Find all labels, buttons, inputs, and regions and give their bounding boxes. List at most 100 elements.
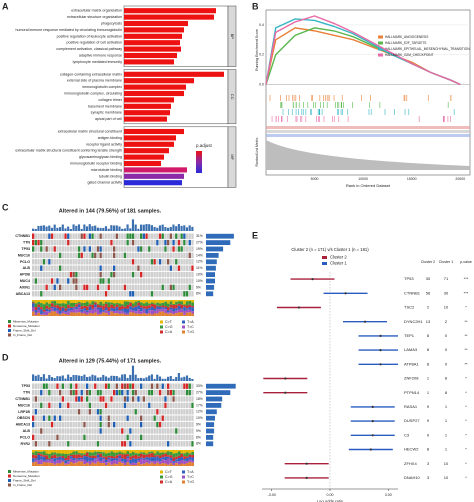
onco-cell — [121, 389, 124, 396]
spectrum-seg — [42, 455, 46, 457]
onco-cell — [167, 284, 170, 291]
onco-cell — [172, 415, 175, 421]
spectrum-swatch — [160, 325, 163, 329]
bar — [124, 84, 186, 90]
onco-cell — [86, 284, 89, 291]
onco-cell — [107, 271, 110, 278]
spectrum-seg — [126, 304, 130, 309]
spectrum-seg — [99, 305, 103, 308]
onco-cell — [91, 383, 94, 389]
spectrum-seg — [164, 456, 167, 461]
onco-cell — [77, 246, 81, 252]
tmb-bar — [123, 228, 126, 231]
onco-cell — [56, 409, 59, 415]
onco-cell — [129, 278, 132, 284]
spectrum-seg — [123, 306, 127, 309]
onco-cell — [140, 389, 143, 396]
onco-cell — [80, 278, 83, 284]
x-tick-label: 3.00 — [385, 493, 392, 497]
spectrum-seg — [185, 452, 189, 457]
onco-cell — [113, 265, 116, 271]
onco-cell — [185, 278, 189, 284]
onco-cell — [72, 252, 75, 259]
spectrum-seg — [72, 450, 76, 452]
onco-cell — [56, 389, 59, 396]
spectrum-seg — [40, 309, 43, 315]
spectrum-seg — [113, 452, 116, 457]
onco-cell — [153, 246, 156, 252]
onco-cell — [172, 233, 175, 239]
spectrum-seg — [169, 301, 173, 305]
onco-cell — [110, 434, 113, 441]
spectrum-seg — [180, 300, 184, 302]
onco-cell — [134, 383, 137, 389]
onco-cell — [80, 271, 83, 278]
tmb-bar — [140, 377, 143, 381]
spectrum-seg — [48, 453, 51, 459]
onco-cell — [148, 246, 151, 252]
onco-cell — [161, 428, 164, 434]
gene-label: ABCA13 — [16, 423, 30, 427]
onco-cell — [142, 239, 145, 246]
onco-cell — [67, 409, 70, 415]
onco-cell — [156, 389, 159, 396]
onco-cell — [137, 271, 140, 278]
onco-cell — [64, 409, 67, 415]
onco-cell — [142, 265, 145, 271]
spectrum-seg — [104, 459, 108, 463]
onco-cell — [161, 396, 164, 402]
onco-cell — [121, 278, 124, 284]
tmb-bar — [107, 228, 110, 231]
spectrum-seg — [185, 300, 189, 302]
onco-cell — [88, 396, 91, 402]
cluster1-count: 10 — [444, 305, 449, 310]
onco-cell — [45, 441, 48, 447]
spectrum-seg — [53, 461, 57, 465]
onco-cell — [175, 239, 178, 246]
spectrum-seg — [158, 461, 162, 465]
spectrum-seg — [37, 464, 41, 466]
tmb-bar — [183, 225, 186, 231]
onco-cell — [64, 389, 67, 396]
onco-cell — [34, 233, 37, 239]
onco-cell — [64, 415, 67, 421]
onco-cell — [161, 434, 164, 441]
point — [305, 476, 308, 479]
onco-cell — [99, 383, 102, 389]
onco-cell — [123, 383, 127, 389]
spectrum-seg — [172, 304, 176, 305]
onco-cell — [42, 233, 46, 239]
spectrum-seg — [107, 300, 111, 303]
spectrum-seg — [69, 310, 73, 313]
onco-cell — [80, 252, 83, 259]
onco-cell — [37, 259, 40, 265]
spectrum-seg — [153, 460, 157, 464]
spectrum-seg — [172, 311, 176, 315]
spectrum-seg — [99, 301, 103, 306]
onco-cell — [175, 409, 178, 415]
plot-frame — [265, 9, 471, 176]
spectrum-seg — [80, 455, 84, 458]
onco-cell — [107, 252, 110, 259]
spectrum-seg — [126, 300, 130, 302]
onco-cell — [153, 271, 156, 278]
column-header: Cluster 1 — [439, 260, 453, 264]
legend-swatch — [322, 256, 327, 259]
spectrum-seg — [42, 314, 46, 316]
onco-cell — [32, 409, 35, 415]
onco-cell — [104, 278, 108, 284]
onco-cell — [48, 252, 51, 259]
onco-cell — [156, 271, 159, 278]
cluster2-count: 3 — [427, 461, 430, 466]
spectrum-seg — [99, 314, 103, 316]
spectrum-seg — [96, 451, 100, 454]
onco-cell — [88, 389, 91, 396]
onco-cell — [59, 252, 62, 259]
onco-cell — [77, 434, 81, 441]
onco-cell — [131, 434, 135, 441]
onco-cell — [180, 259, 183, 265]
tmb-bar — [113, 375, 116, 381]
spectrum-seg — [42, 300, 46, 305]
spectrum-seg — [32, 301, 35, 303]
onco-cell — [161, 271, 164, 278]
